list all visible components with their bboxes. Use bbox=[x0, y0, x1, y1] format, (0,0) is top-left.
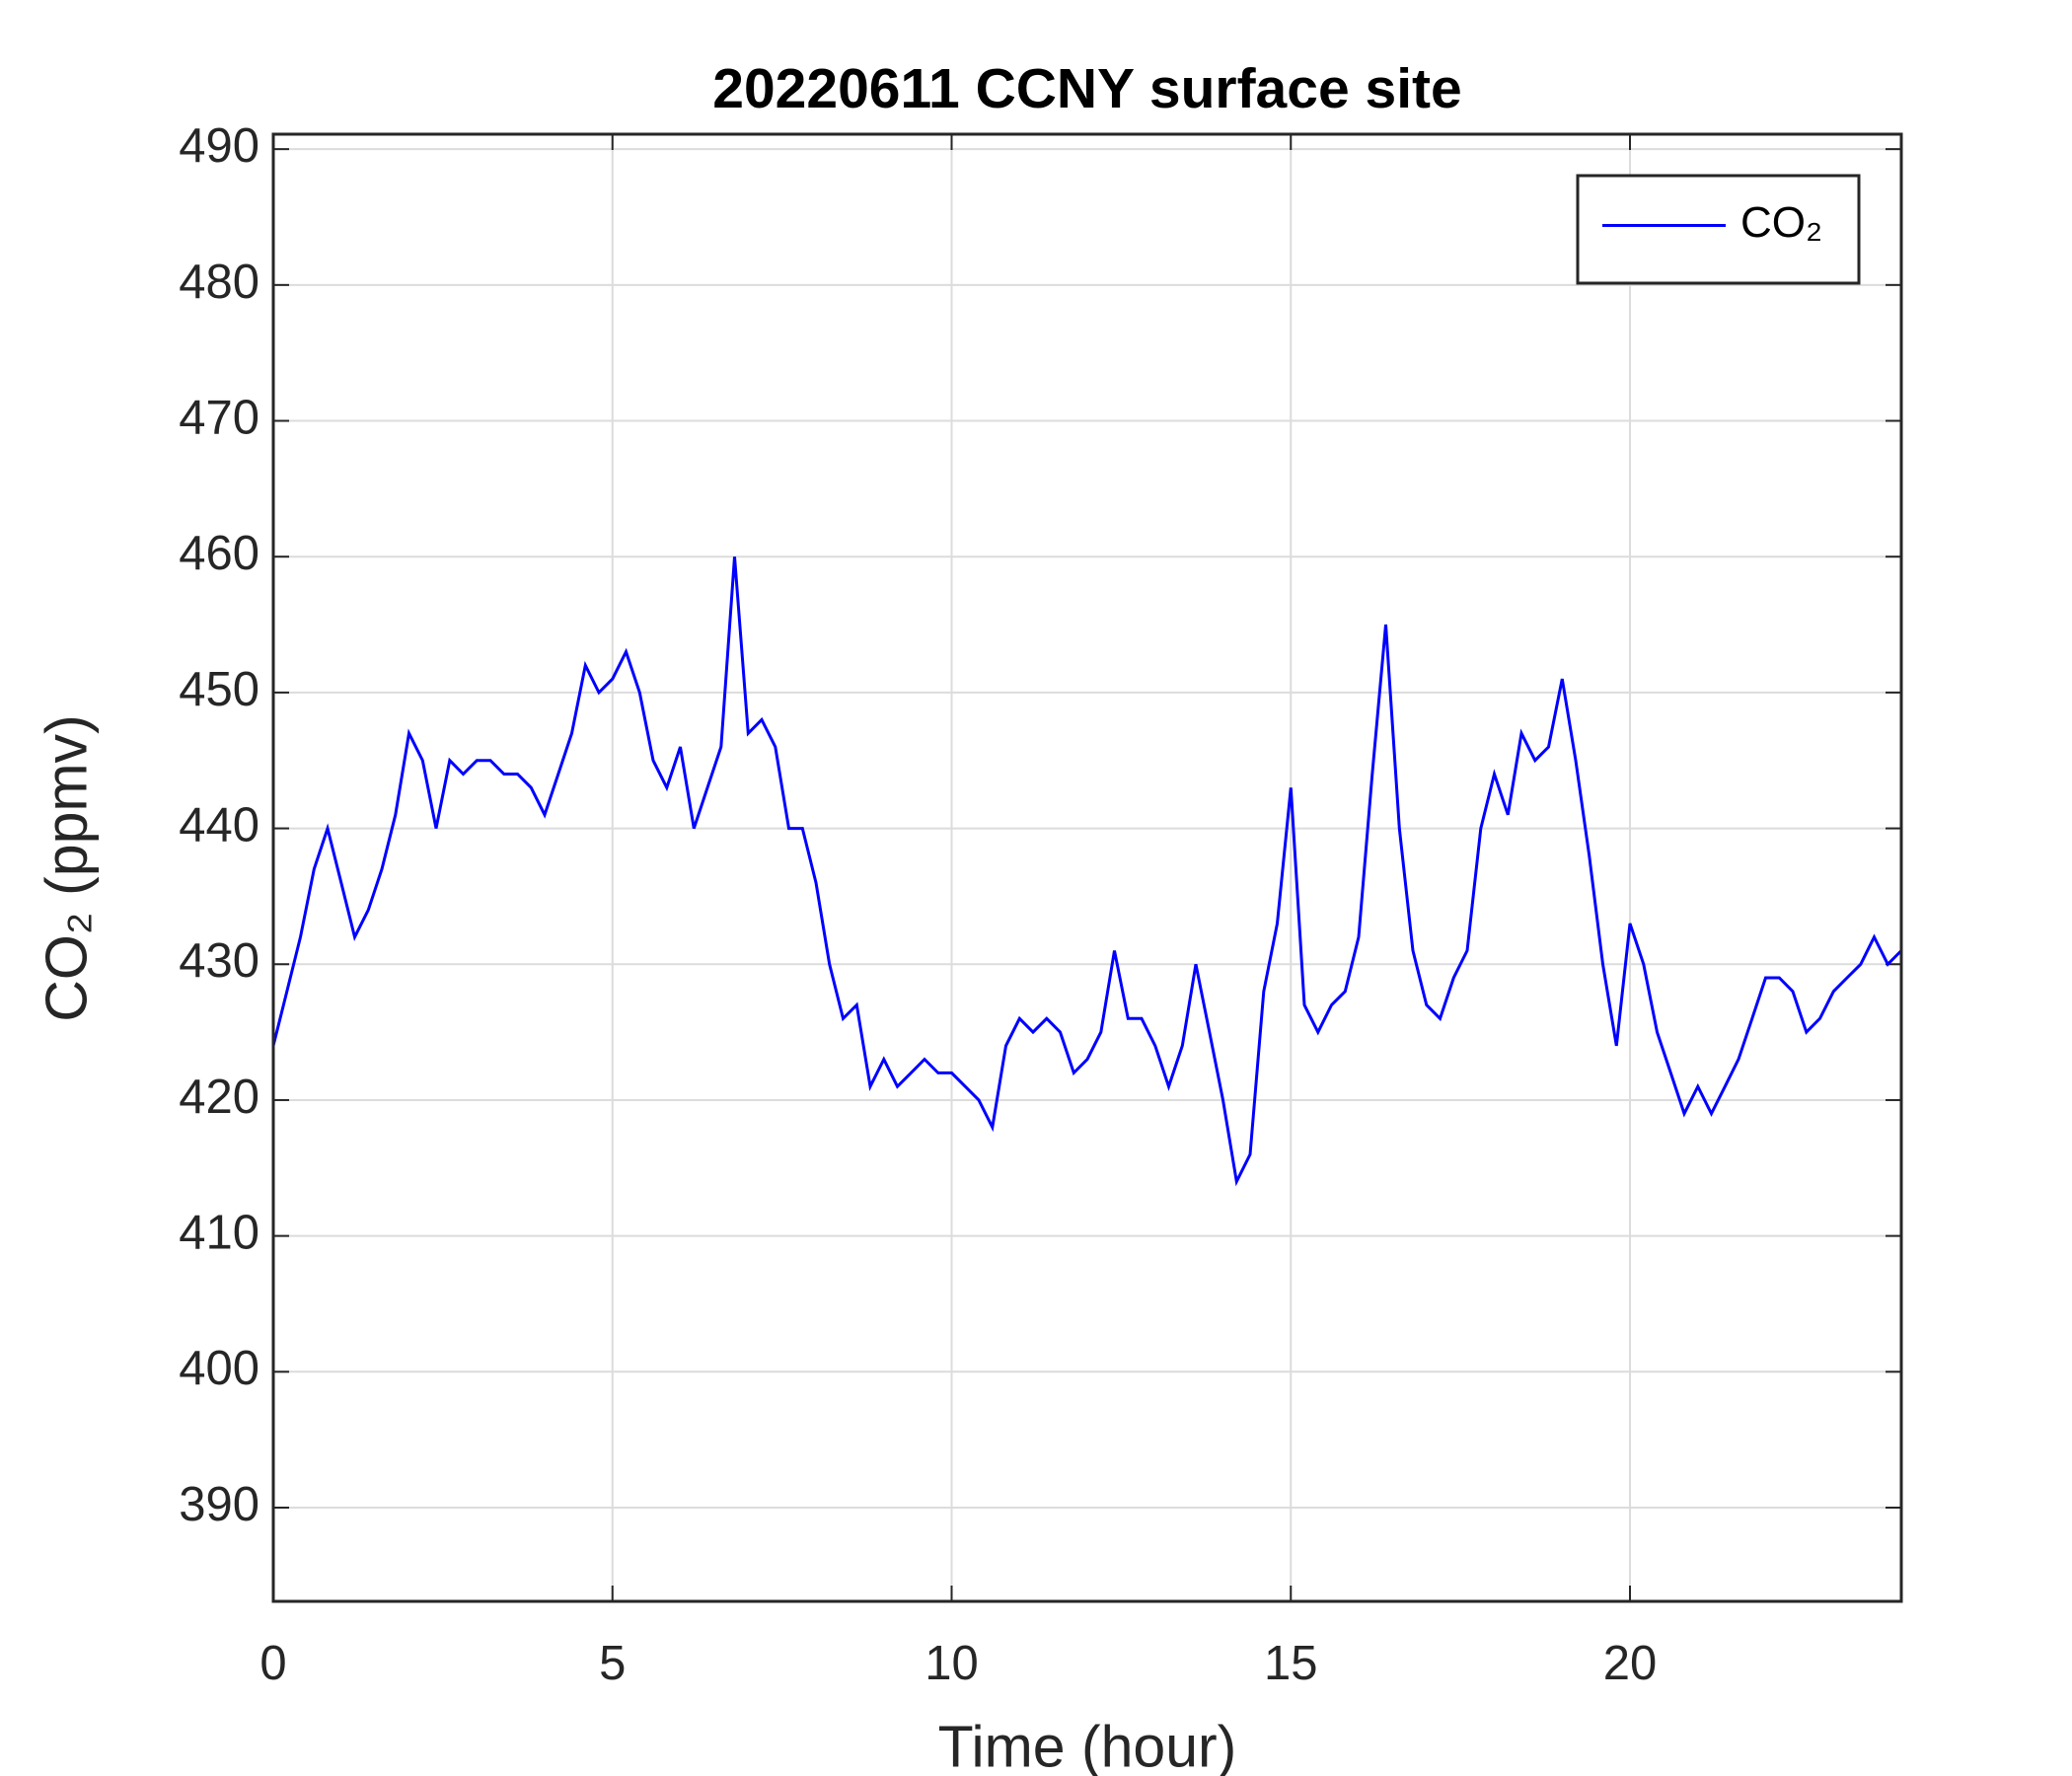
y-tick-label: 450 bbox=[179, 663, 259, 716]
y-tick-label: 410 bbox=[179, 1207, 259, 1260]
x-tick-label: 15 bbox=[1264, 1637, 1318, 1690]
y-tick-label: 430 bbox=[179, 934, 259, 988]
y-tick-label: 440 bbox=[179, 799, 259, 852]
x-axis-label: Time (hour) bbox=[938, 1715, 1237, 1776]
y-tick-label: 400 bbox=[179, 1342, 259, 1395]
data-line bbox=[271, 556, 1903, 1187]
y-tick-label: 470 bbox=[179, 391, 259, 444]
legend-label: CO₂ bbox=[1740, 198, 1822, 247]
chart-title: 20220611 CCNY surface site bbox=[712, 57, 1461, 120]
x-tick-label: 0 bbox=[259, 1637, 286, 1690]
x-tick-label: 10 bbox=[925, 1637, 979, 1690]
y-tick-label: 480 bbox=[179, 256, 259, 309]
y-tick-label: 490 bbox=[179, 119, 259, 173]
x-tick-label: 20 bbox=[1603, 1637, 1658, 1690]
x-tick-label: 5 bbox=[599, 1637, 626, 1690]
legend-box bbox=[1576, 174, 1861, 285]
y-axis-label: CO₂ (ppmv) bbox=[35, 714, 100, 1021]
y-tick-label: 390 bbox=[179, 1478, 259, 1531]
y-tick-label: 420 bbox=[179, 1071, 259, 1124]
axes-box bbox=[271, 132, 1903, 1603]
y-tick-label: 460 bbox=[179, 527, 259, 580]
